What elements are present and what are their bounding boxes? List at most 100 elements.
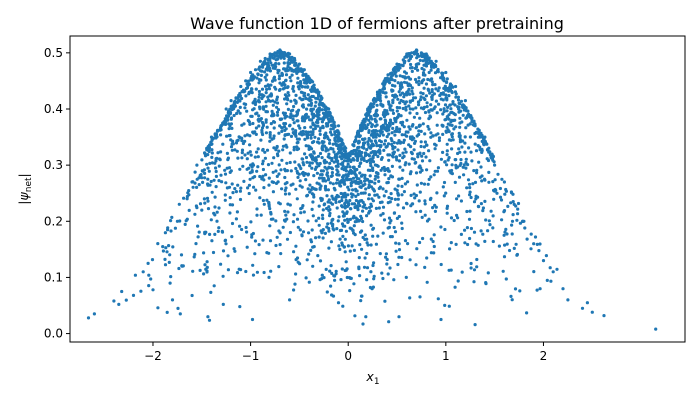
data-point: [323, 144, 327, 148]
data-point: [276, 154, 280, 158]
data-point: [352, 248, 356, 252]
data-point: [255, 76, 259, 80]
data-point: [453, 285, 457, 289]
data-point: [335, 152, 339, 156]
data-point: [335, 129, 339, 133]
data-point: [406, 89, 410, 93]
data-point: [285, 145, 289, 149]
data-point: [379, 102, 383, 106]
data-point: [436, 132, 440, 136]
data-point: [460, 270, 464, 274]
data-point: [247, 191, 251, 196]
data-point: [317, 137, 321, 141]
data-point: [236, 156, 240, 160]
data-point: [357, 151, 361, 155]
data-point: [331, 118, 335, 122]
data-point: [307, 280, 311, 284]
data-point: [200, 158, 204, 162]
data-point: [238, 305, 242, 309]
data-point: [277, 265, 281, 269]
data-point: [329, 174, 333, 178]
data-point: [226, 114, 231, 118]
data-point: [229, 138, 233, 142]
data-point: [385, 257, 389, 262]
data-point: [387, 128, 391, 132]
data-point: [403, 147, 407, 151]
data-point: [297, 87, 301, 91]
data-point: [415, 247, 419, 251]
data-point: [321, 236, 325, 240]
data-point: [477, 129, 481, 133]
data-point: [654, 327, 658, 331]
data-point: [309, 248, 313, 252]
data-point: [393, 94, 397, 98]
data-point: [287, 192, 291, 196]
data-point: [269, 122, 273, 126]
data-point: [561, 287, 565, 291]
data-point: [366, 142, 370, 146]
data-point: [251, 231, 255, 236]
data-point: [343, 218, 347, 222]
data-point: [169, 229, 173, 233]
data-point: [370, 132, 374, 136]
data-point: [150, 258, 155, 262]
data-point: [284, 73, 289, 77]
data-point: [320, 273, 324, 277]
data-point: [322, 136, 327, 140]
data-point: [230, 148, 234, 152]
data-point: [225, 134, 229, 138]
data-point: [466, 114, 470, 118]
data-point: [491, 154, 495, 159]
data-point: [484, 218, 488, 222]
data-point: [341, 234, 345, 238]
data-point: [327, 205, 331, 209]
data-point: [258, 105, 262, 109]
data-point: [429, 131, 433, 135]
data-point: [342, 159, 347, 163]
data-point: [337, 136, 341, 140]
data-point: [321, 141, 325, 145]
data-point: [264, 131, 268, 135]
data-point: [396, 65, 401, 69]
data-point: [299, 82, 303, 86]
data-point: [509, 201, 513, 205]
data-point: [291, 117, 295, 121]
data-point: [263, 70, 267, 74]
data-point: [306, 93, 310, 97]
data-point: [391, 93, 395, 98]
data-point: [237, 135, 241, 139]
data-point: [464, 157, 468, 161]
data-point: [400, 221, 404, 225]
data-point: [314, 124, 318, 128]
data-point: [250, 317, 255, 322]
data-point: [223, 193, 227, 197]
data-point: [380, 271, 384, 275]
data-point: [523, 226, 527, 230]
data-point: [354, 198, 358, 203]
data-point: [425, 256, 429, 260]
data-point: [357, 265, 361, 269]
data-point: [299, 132, 303, 136]
data-point: [481, 209, 485, 213]
data-point: [435, 169, 440, 173]
data-point: [407, 104, 411, 108]
data-point: [350, 202, 354, 206]
data-point: [410, 124, 414, 128]
data-point: [265, 251, 269, 255]
data-point: [261, 167, 265, 172]
data-point: [387, 196, 391, 200]
data-point: [318, 187, 322, 191]
data-point: [361, 322, 365, 326]
data-point: [283, 83, 287, 87]
data-point: [287, 132, 291, 136]
data-point: [317, 235, 321, 239]
data-point: [258, 59, 262, 63]
data-point: [225, 186, 229, 190]
data-point: [382, 148, 386, 152]
data-point: [277, 77, 281, 81]
data-point: [330, 171, 334, 175]
data-point: [315, 108, 319, 112]
data-point: [498, 186, 502, 191]
data-point: [247, 92, 251, 96]
data-point: [183, 222, 187, 226]
